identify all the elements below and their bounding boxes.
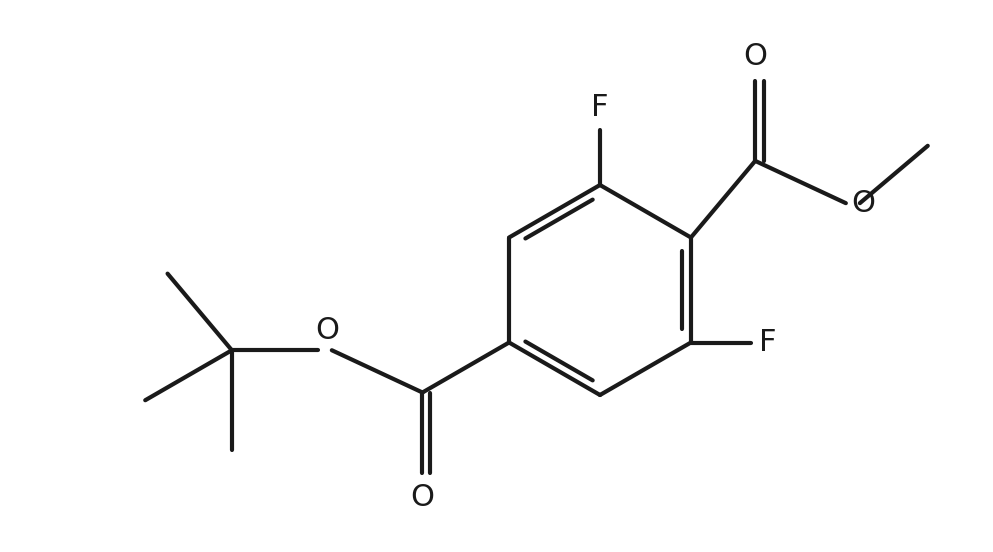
Text: O: O: [315, 316, 339, 345]
Text: F: F: [759, 328, 777, 357]
Text: F: F: [591, 93, 609, 122]
Text: O: O: [410, 482, 435, 512]
Text: O: O: [851, 189, 875, 217]
Text: O: O: [743, 42, 768, 71]
